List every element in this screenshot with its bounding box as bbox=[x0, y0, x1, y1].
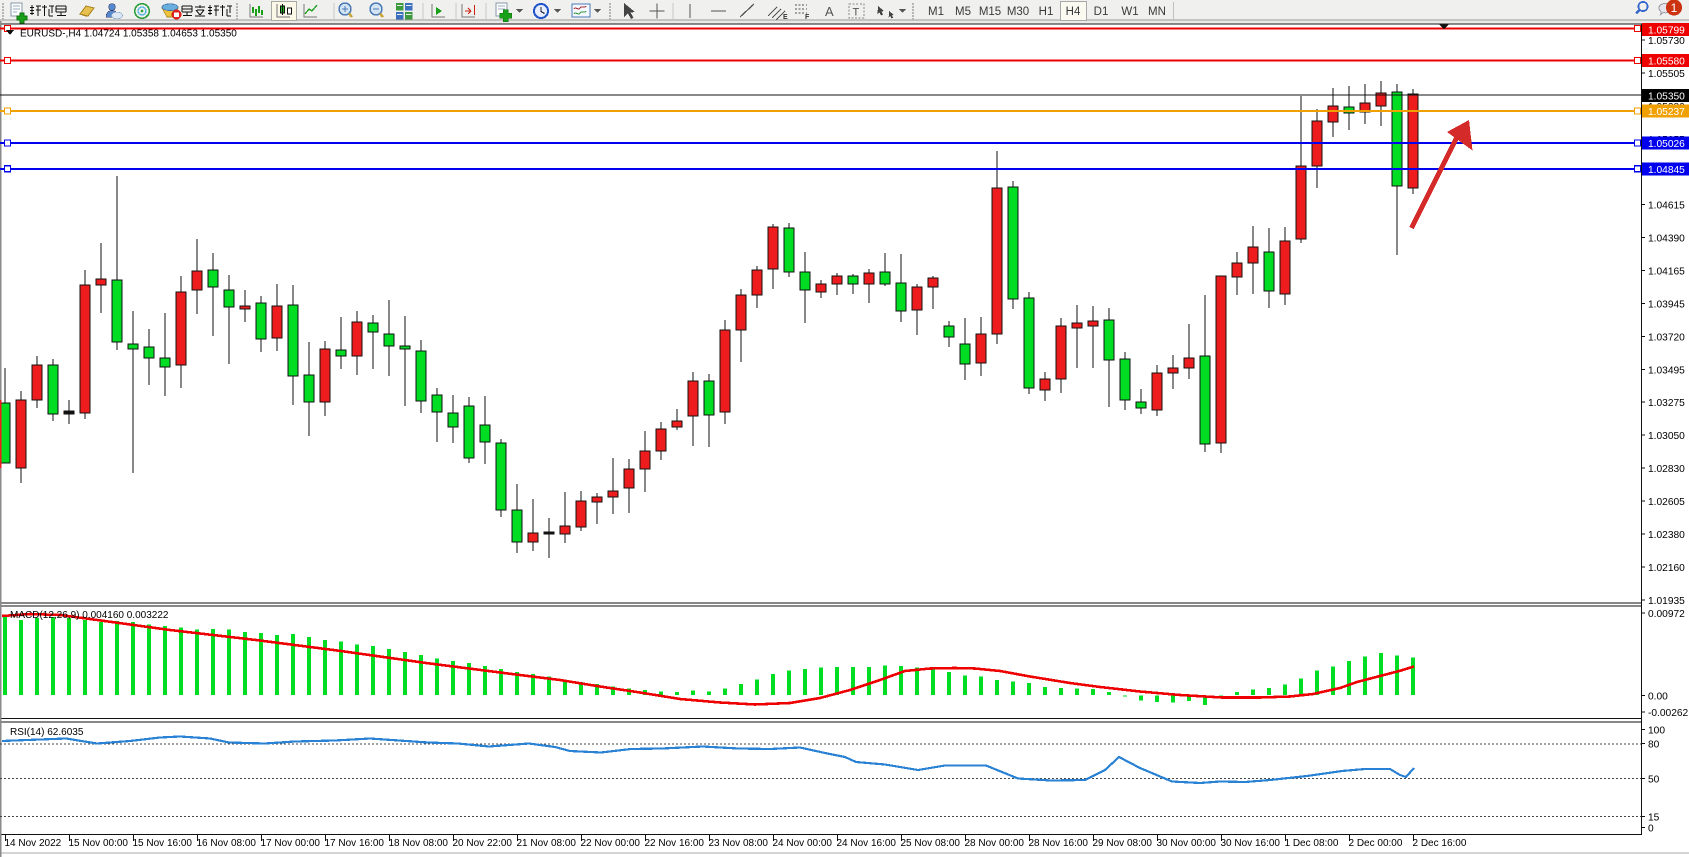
svg-text:16 Nov 08:00: 16 Nov 08:00 bbox=[197, 838, 257, 849]
svg-text:25 Nov 08:00: 25 Nov 08:00 bbox=[901, 838, 961, 849]
svg-text:17 Nov 00:00: 17 Nov 00:00 bbox=[261, 838, 321, 849]
svg-text:15 Nov 00:00: 15 Nov 00:00 bbox=[69, 838, 129, 849]
svg-text:1.02830: 1.02830 bbox=[1648, 464, 1685, 475]
svg-text:1.04165: 1.04165 bbox=[1648, 267, 1685, 278]
svg-text:1.02160: 1.02160 bbox=[1648, 563, 1685, 574]
svg-text:-0.00262: -0.00262 bbox=[1648, 708, 1689, 719]
svg-text:2 Dec 00:00: 2 Dec 00:00 bbox=[1349, 838, 1403, 849]
svg-text:1.02605: 1.02605 bbox=[1648, 497, 1685, 508]
svg-text:15: 15 bbox=[1648, 813, 1660, 824]
svg-text:M15: M15 bbox=[979, 6, 1001, 18]
svg-text:15 Nov 16:00: 15 Nov 16:00 bbox=[133, 838, 193, 849]
svg-text:MN: MN bbox=[1148, 6, 1166, 18]
svg-text:1.03945: 1.03945 bbox=[1648, 299, 1685, 310]
svg-text:24 Nov 16:00: 24 Nov 16:00 bbox=[837, 838, 897, 849]
svg-text:M30: M30 bbox=[1007, 6, 1029, 18]
svg-text:20 Nov 22:00: 20 Nov 22:00 bbox=[453, 838, 513, 849]
svg-text:100: 100 bbox=[1648, 726, 1665, 737]
svg-text:1.05026: 1.05026 bbox=[1648, 139, 1685, 150]
svg-text:1.04845: 1.04845 bbox=[1648, 165, 1685, 176]
svg-text:30 Nov 00:00: 30 Nov 00:00 bbox=[1157, 838, 1217, 849]
svg-text:1.04390: 1.04390 bbox=[1648, 234, 1685, 245]
svg-text:28 Nov 00:00: 28 Nov 00:00 bbox=[965, 838, 1025, 849]
svg-text:1: 1 bbox=[1671, 1, 1678, 15]
svg-text:17 Nov 16:00: 17 Nov 16:00 bbox=[325, 838, 385, 849]
svg-text:21 Nov 08:00: 21 Nov 08:00 bbox=[517, 838, 577, 849]
svg-text:D1: D1 bbox=[1094, 6, 1109, 18]
svg-text:RSI(14) 62.6035: RSI(14) 62.6035 bbox=[10, 727, 84, 738]
svg-text:1.03050: 1.03050 bbox=[1648, 431, 1685, 442]
svg-text:1.05580: 1.05580 bbox=[1648, 57, 1685, 68]
svg-text:H4: H4 bbox=[1066, 6, 1081, 18]
svg-text:1.05505: 1.05505 bbox=[1648, 69, 1685, 80]
svg-text:1 Dec 08:00: 1 Dec 08:00 bbox=[1285, 838, 1339, 849]
svg-text:18 Nov 08:00: 18 Nov 08:00 bbox=[389, 838, 449, 849]
svg-text:MACD(12,26,9) 0.004160 0.00322: MACD(12,26,9) 0.004160 0.003222 bbox=[10, 610, 169, 621]
svg-text:14 Nov 2022: 14 Nov 2022 bbox=[5, 838, 62, 849]
svg-text:22 Nov 00:00: 22 Nov 00:00 bbox=[581, 838, 641, 849]
svg-text:E: E bbox=[783, 14, 788, 21]
svg-text:1.05799: 1.05799 bbox=[1648, 26, 1685, 37]
svg-text:1.03495: 1.03495 bbox=[1648, 365, 1685, 376]
svg-text:0.00972: 0.00972 bbox=[1648, 609, 1685, 620]
svg-text:M5: M5 bbox=[955, 6, 971, 18]
svg-text:50: 50 bbox=[1648, 775, 1660, 786]
svg-text:1.05730: 1.05730 bbox=[1648, 36, 1685, 47]
svg-text:T: T bbox=[853, 7, 860, 19]
svg-text:80: 80 bbox=[1648, 740, 1660, 751]
svg-text:0.00: 0.00 bbox=[1648, 692, 1668, 703]
svg-text:22 Nov 16:00: 22 Nov 16:00 bbox=[645, 838, 705, 849]
svg-text:1.05237: 1.05237 bbox=[1648, 107, 1685, 118]
svg-text:28 Nov 16:00: 28 Nov 16:00 bbox=[1029, 838, 1089, 849]
svg-text:24 Nov 00:00: 24 Nov 00:00 bbox=[773, 838, 833, 849]
svg-text:1.01935: 1.01935 bbox=[1648, 596, 1685, 607]
svg-text:23 Nov 08:00: 23 Nov 08:00 bbox=[709, 838, 769, 849]
svg-text:F: F bbox=[805, 14, 810, 21]
svg-text:1.05350: 1.05350 bbox=[1648, 92, 1685, 103]
svg-text:30 Nov 16:00: 30 Nov 16:00 bbox=[1221, 838, 1281, 849]
svg-text:EURUSD-,H4 1.04724 1.05358 1.: EURUSD-,H4 1.04724 1.05358 1.04653 1.053… bbox=[20, 29, 237, 40]
svg-text:M1: M1 bbox=[928, 6, 944, 18]
svg-text:29 Nov 08:00: 29 Nov 08:00 bbox=[1093, 838, 1153, 849]
svg-text:W1: W1 bbox=[1121, 6, 1138, 18]
svg-text:1.02380: 1.02380 bbox=[1648, 530, 1685, 541]
svg-text:2 Dec 16:00: 2 Dec 16:00 bbox=[1413, 838, 1467, 849]
svg-text:1.03275: 1.03275 bbox=[1648, 398, 1685, 409]
svg-text:H1: H1 bbox=[1039, 6, 1054, 18]
svg-text:0: 0 bbox=[1648, 824, 1654, 835]
svg-text:A: A bbox=[825, 4, 834, 19]
svg-text:1.04615: 1.04615 bbox=[1648, 201, 1685, 212]
svg-text:1.03720: 1.03720 bbox=[1648, 332, 1685, 343]
